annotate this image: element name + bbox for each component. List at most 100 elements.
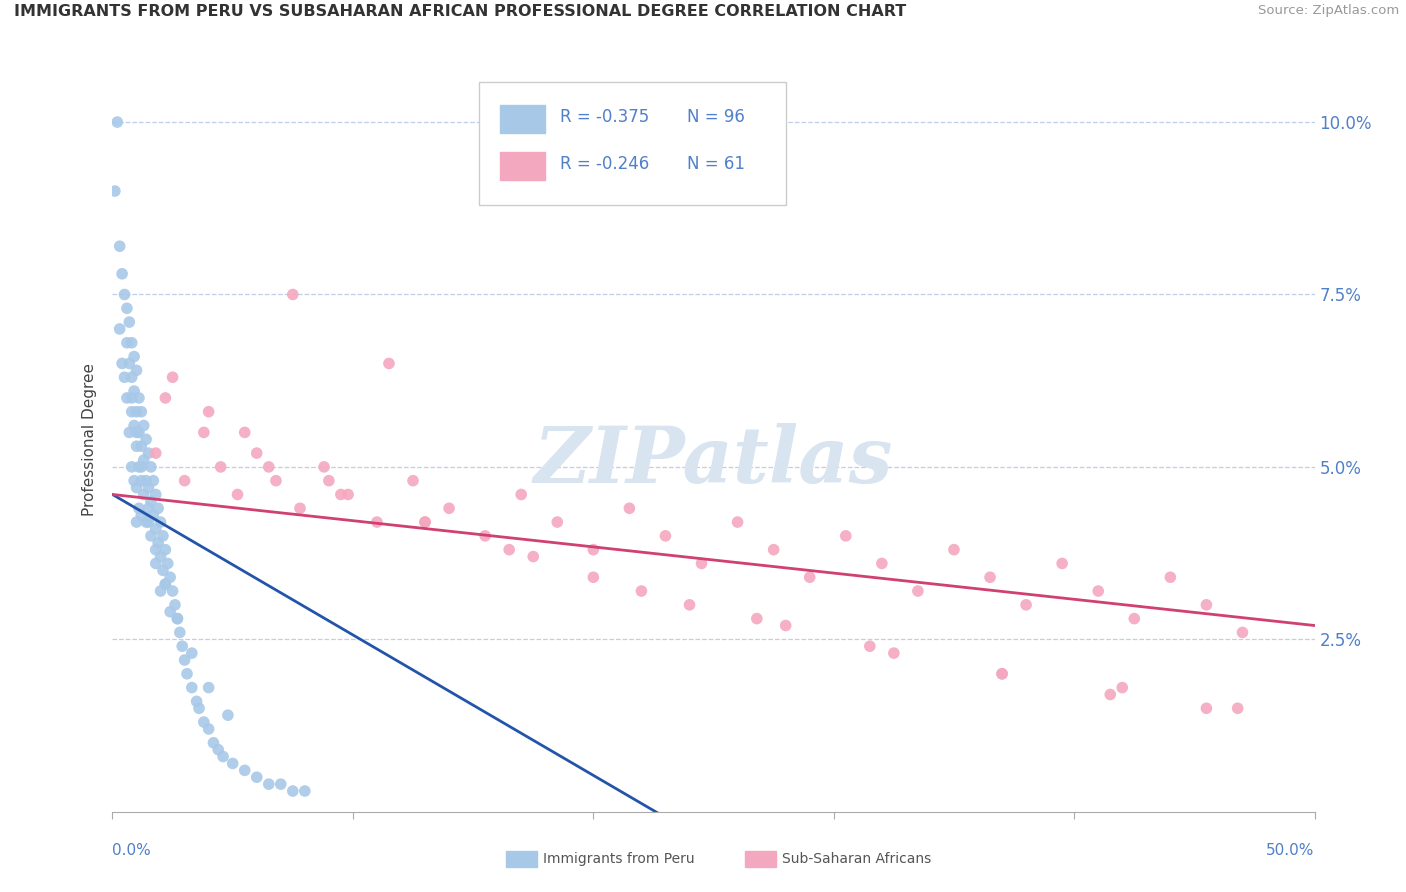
Point — [125, 363, 148, 377]
Point — [197, 681, 219, 695]
Text: 0.0%: 0.0% — [112, 843, 152, 858]
Point — [1232, 625, 1254, 640]
Text: Sub-Saharan Africans: Sub-Saharan Africans — [782, 852, 931, 866]
Point — [546, 515, 568, 529]
Point — [233, 764, 256, 778]
Point — [114, 370, 136, 384]
Point — [907, 584, 929, 599]
Point — [217, 708, 239, 723]
Point — [775, 618, 797, 632]
Point — [145, 446, 167, 460]
Point — [979, 570, 1001, 584]
Point — [166, 612, 188, 626]
Point — [180, 681, 202, 695]
Point — [132, 453, 155, 467]
Point — [155, 577, 177, 591]
Text: N = 61: N = 61 — [688, 154, 745, 173]
Point — [155, 577, 177, 591]
Point — [128, 391, 150, 405]
Point — [145, 542, 167, 557]
Point — [727, 515, 749, 529]
Point — [149, 515, 172, 529]
Point — [131, 508, 153, 523]
Point — [413, 515, 436, 529]
Point — [1050, 557, 1073, 571]
Point — [146, 501, 169, 516]
Point — [281, 287, 304, 301]
Text: R = -0.375: R = -0.375 — [560, 108, 650, 126]
Point — [132, 487, 155, 501]
Point — [139, 529, 162, 543]
Point — [122, 474, 145, 488]
Point — [991, 666, 1014, 681]
Point — [122, 418, 145, 433]
Point — [159, 570, 181, 584]
Point — [264, 474, 287, 488]
Point — [366, 515, 388, 529]
Point — [942, 542, 965, 557]
Point — [125, 405, 148, 419]
Point — [498, 542, 520, 557]
Point — [108, 239, 131, 253]
Point — [212, 749, 235, 764]
Point — [145, 557, 167, 571]
Text: ZIPatlas: ZIPatlas — [534, 424, 893, 500]
Point — [173, 653, 195, 667]
Point — [186, 694, 208, 708]
Point — [132, 418, 155, 433]
Point — [582, 570, 605, 584]
Point — [149, 584, 172, 599]
Point — [197, 405, 219, 419]
Point — [131, 405, 153, 419]
Point — [474, 529, 496, 543]
Point — [172, 639, 194, 653]
Point — [202, 736, 225, 750]
Point — [145, 487, 167, 501]
Point — [128, 425, 150, 440]
Point — [131, 459, 153, 474]
Point — [138, 446, 160, 460]
Point — [128, 459, 150, 474]
Point — [1123, 612, 1146, 626]
Point — [582, 542, 605, 557]
Point — [149, 549, 172, 564]
Point — [155, 391, 177, 405]
Point — [180, 646, 202, 660]
Point — [115, 301, 138, 316]
Point — [522, 549, 544, 564]
Point — [135, 433, 157, 447]
Bar — [499, 105, 546, 133]
Point — [125, 515, 148, 529]
Point — [159, 605, 181, 619]
Point — [169, 625, 191, 640]
Point — [125, 439, 148, 453]
Point — [209, 459, 232, 474]
Point — [138, 481, 160, 495]
Point — [118, 425, 141, 440]
Point — [142, 508, 165, 523]
Point — [337, 487, 360, 501]
Point — [145, 522, 167, 536]
Text: IMMIGRANTS FROM PERU VS SUBSAHARAN AFRICAN PROFESSIONAL DEGREE CORRELATION CHART: IMMIGRANTS FROM PERU VS SUBSAHARAN AFRIC… — [14, 4, 907, 20]
Point — [162, 584, 184, 599]
Text: 50.0%: 50.0% — [1267, 843, 1315, 858]
Point — [226, 487, 249, 501]
Point — [835, 529, 858, 543]
Point — [281, 784, 304, 798]
Point — [991, 666, 1014, 681]
Point — [122, 384, 145, 398]
Point — [402, 474, 425, 488]
Point — [510, 487, 533, 501]
Point — [142, 474, 165, 488]
Point — [118, 356, 141, 370]
Point — [188, 701, 211, 715]
Point — [745, 612, 768, 626]
Point — [870, 557, 893, 571]
Point — [146, 535, 169, 549]
Point — [121, 335, 143, 350]
Y-axis label: Professional Degree: Professional Degree — [82, 363, 97, 516]
Point — [156, 557, 179, 571]
Point — [108, 322, 131, 336]
Point — [135, 474, 157, 488]
Point — [270, 777, 292, 791]
